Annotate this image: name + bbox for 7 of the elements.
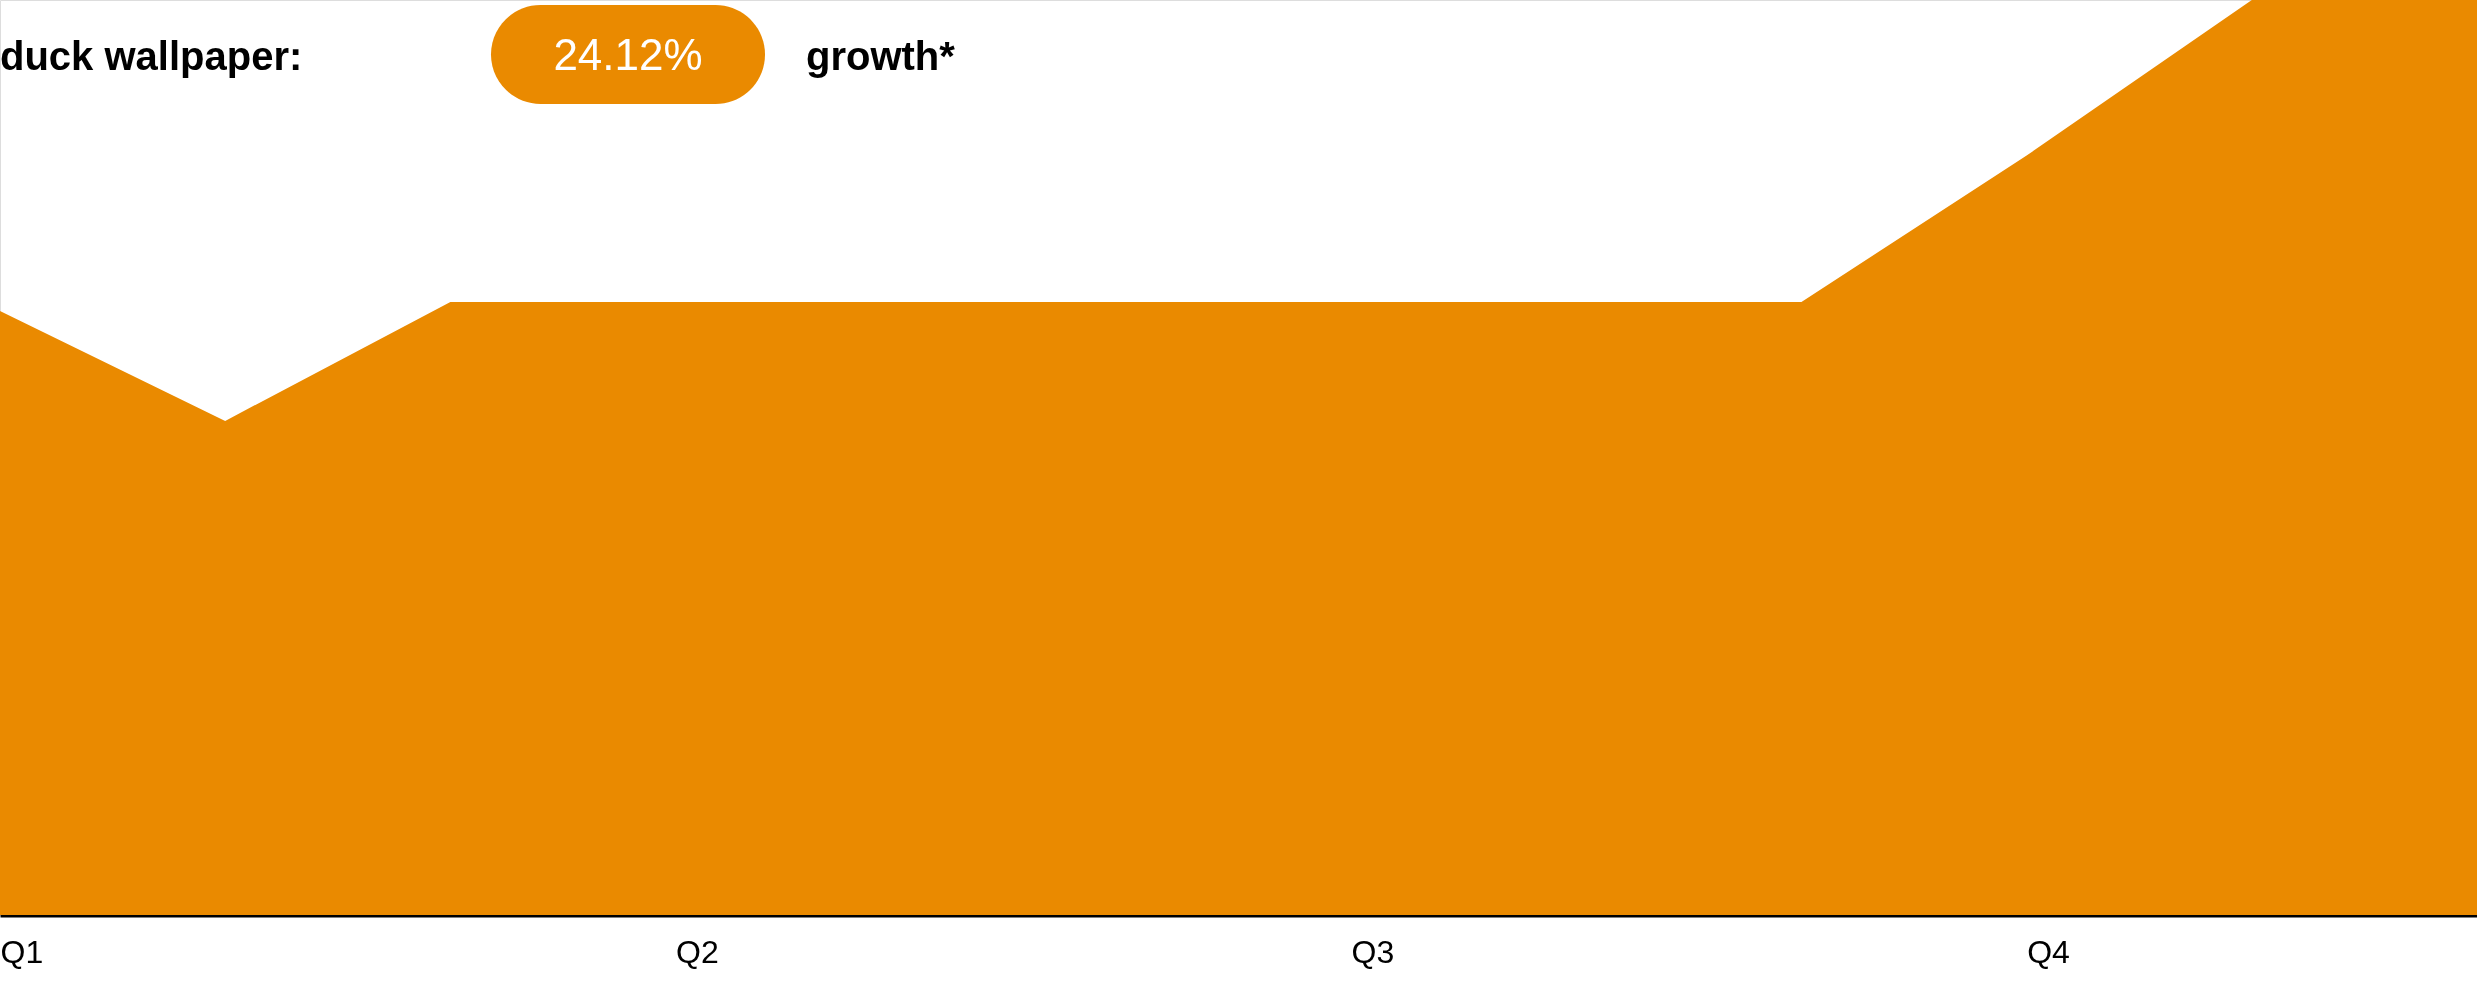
annotation: 24.12% <box>553 30 703 79</box>
x-tick-label: Q4 <box>2027 933 2070 970</box>
x-tick-label: Q2 <box>676 933 719 970</box>
x-tick-label: Q1 <box>0 933 44 970</box>
text: duck wallpaper: <box>0 34 303 78</box>
annotation: growth* <box>806 34 956 78</box>
x-tick-label: Q3 <box>1351 933 1395 970</box>
